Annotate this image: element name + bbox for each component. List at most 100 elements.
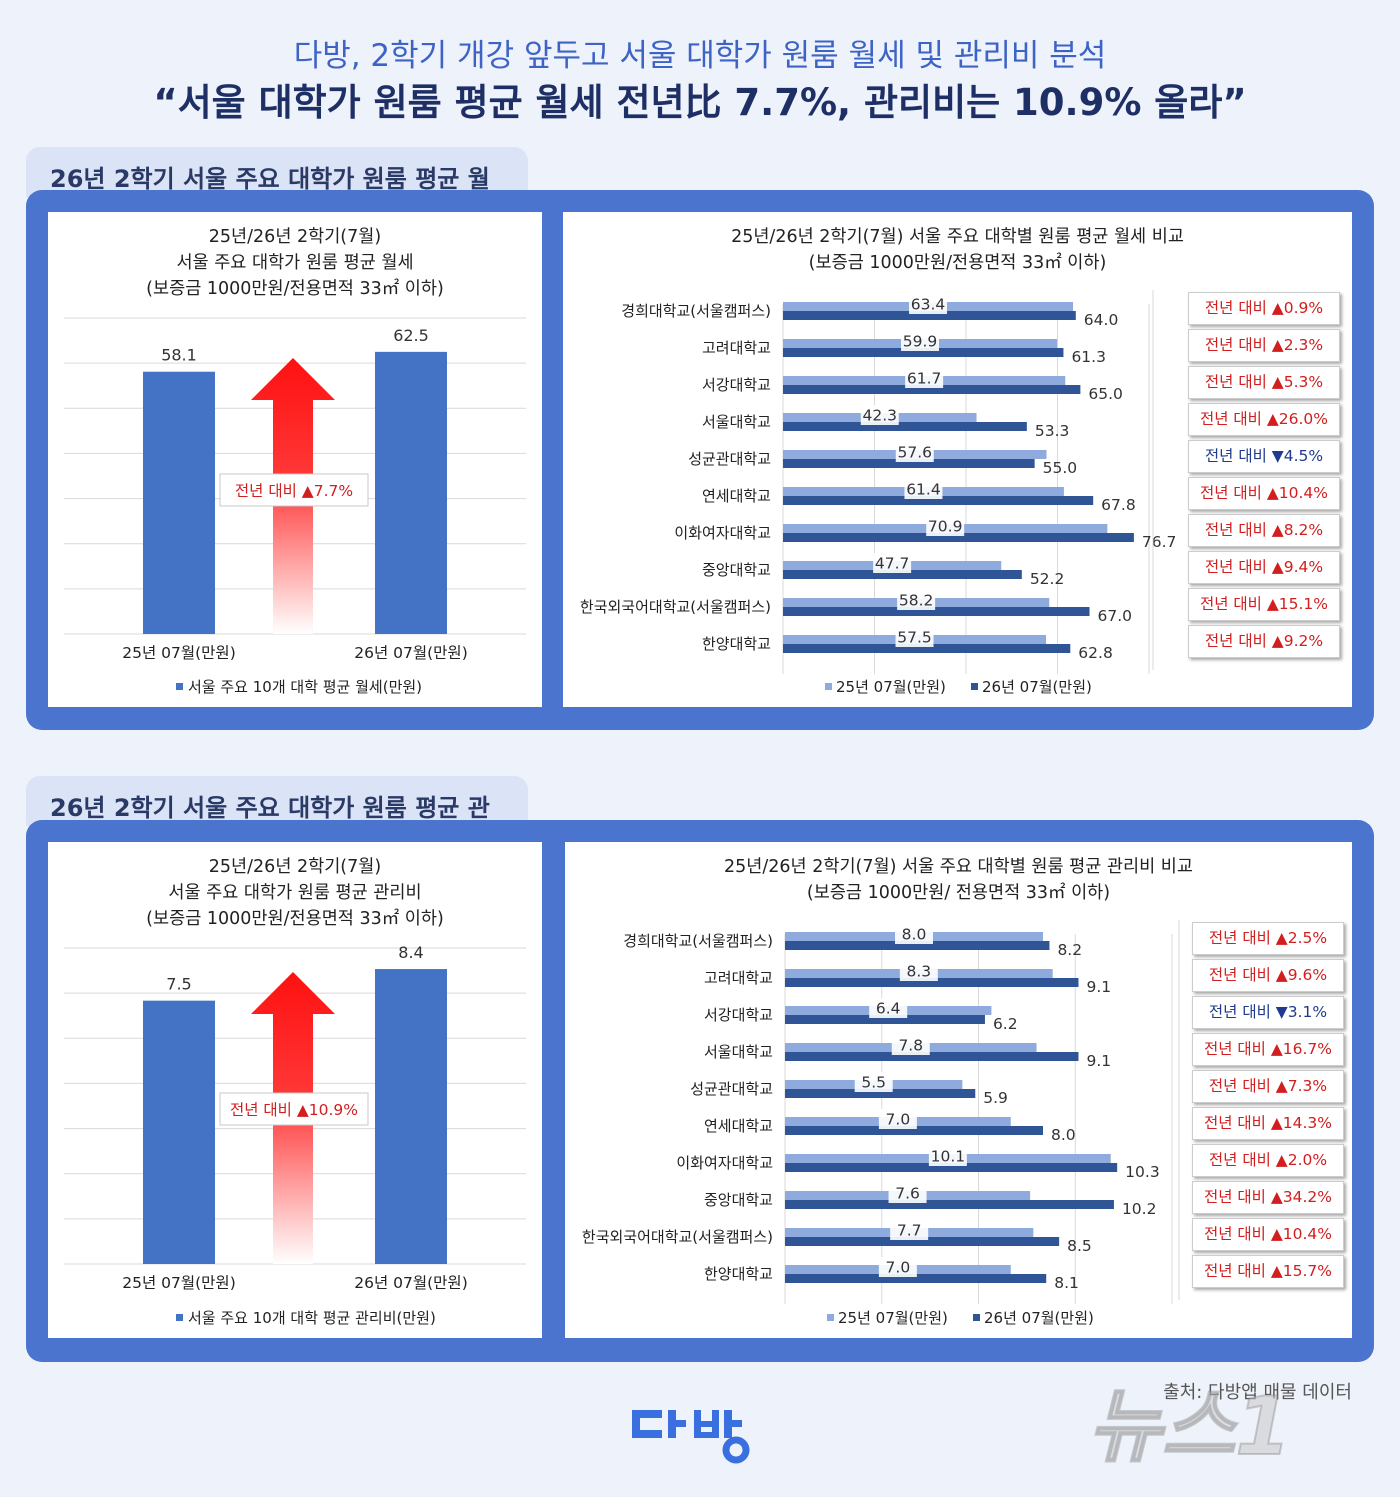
category-label: 26년 07월(만원) (354, 644, 468, 662)
university-label: 서강대학교 (702, 376, 771, 394)
university-label: 서울대학교 (704, 1043, 773, 1061)
value-label-bg (895, 442, 934, 462)
value-label-bg (869, 998, 908, 1018)
university-label: 연세대학교 (702, 487, 771, 505)
value-label-26: 76.7 (1142, 533, 1177, 551)
legend-label-26: 26년 07월(만원) (984, 1309, 1094, 1327)
value-label-25: 61.4 (906, 481, 941, 499)
fee-compare-card: 25년/26년 2학기(7월) 서울 주요 대학별 원룸 평균 관리비 비교 (… (565, 842, 1352, 1338)
value-label-26: 10.3 (1125, 1163, 1160, 1181)
bar-26 (783, 533, 1134, 542)
value-label-25: 7.0 (886, 1259, 911, 1277)
legend-swatch-26 (971, 683, 978, 690)
change-badge: 전년 대비 ▲15.7% (1192, 1255, 1344, 1288)
rent-compare-title: 25년/26년 2학기(7월) 서울 주요 대학별 원룸 평균 월세 비교 (보… (563, 224, 1352, 276)
value-label-25: 10.1 (931, 1148, 966, 1166)
value-label: 7.5 (166, 975, 191, 994)
watermark-text: 뉴스1 (1088, 1380, 1291, 1473)
university-label: 고려대학교 (702, 339, 771, 357)
change-badge: 전년 대비 ▲9.2% (1188, 625, 1340, 658)
university-label: 경희대학교(서울캠퍼스) (621, 302, 771, 320)
value-label-25: 58.2 (899, 592, 934, 610)
news1-watermark: 뉴스1 (1088, 1379, 1292, 1474)
value-label-bg (904, 479, 943, 499)
change-badge: 전년 대비 ▲34.2% (1192, 1181, 1344, 1214)
value-label-26: 52.2 (1030, 570, 1065, 588)
rent-summary-card: 25년/26년 2학기(7월) 서울 주요 대학가 원룸 평균 월세 (보증금 … (48, 212, 542, 707)
value-label-25: 7.6 (895, 1185, 920, 1203)
value-label-26: 6.2 (993, 1015, 1018, 1033)
value-label-25: 7.8 (898, 1037, 923, 1055)
change-badge: 전년 대비 ▲0.9% (1188, 292, 1340, 325)
value-label-25: 70.9 (928, 518, 963, 536)
rent-summary-title: 25년/26년 2학기(7월) 서울 주요 대학가 원룸 평균 월세 (보증금 … (48, 224, 542, 302)
value-label-25: 7.0 (886, 1111, 911, 1129)
bar-26 (785, 1274, 1047, 1283)
fee-summary-chart: 7.5 25년 07월(만원) 8.4 26년 07월(만원) 전년 대비 ▲10.9%… (64, 943, 526, 1327)
category-label: 26년 07월(만원) (354, 1274, 468, 1292)
change-label: 전년 대비 ▲7.7% (235, 482, 353, 500)
value-label-25: 57.6 (898, 444, 933, 462)
category-label: 25년 07월(만원) (122, 644, 236, 662)
fee-compare-chart: 경희대학교(서울캠퍼스) 8.0 8.2 고려대학교 8.3 9.1 서강대학교 6.4 6.2… (582, 920, 1180, 1327)
bar-26 (783, 311, 1076, 320)
title-line: 25년/26년 2학기(7월) 서울 주요 대학별 원룸 평균 월세 비교 (731, 227, 1184, 247)
value-label-26: 53.3 (1035, 422, 1070, 440)
change-badge: 전년 대비 ▲5.3% (1188, 366, 1340, 399)
title-line: 서울 주요 대학가 원룸 평균 관리비 (168, 883, 422, 903)
value-label: 62.5 (393, 326, 429, 345)
change-badge: 전년 대비 ▲10.4% (1192, 1218, 1344, 1251)
change-label: 전년 대비 ▲10.9% (230, 1101, 358, 1119)
value-label-26: 67.8 (1101, 496, 1136, 514)
section-tab-fee: 26년 2학기 서울 주요 대학가 원룸 평균 관리비 (26, 776, 528, 857)
title-line: 25년/26년 2학기(7월) (208, 857, 382, 877)
value-label-25: 42.3 (863, 407, 898, 425)
university-label: 연세대학교 (704, 1117, 773, 1135)
headline-subtitle: 다방, 2학기 개강 앞두고 서울 대학가 원룸 월세 및 관리비 분석 (293, 38, 1107, 74)
value-label-bg (878, 1109, 917, 1129)
legend-swatch-26 (973, 1314, 980, 1321)
change-badge: 전년 대비 ▼4.5% (1188, 440, 1340, 473)
value-label-26: 61.3 (1071, 348, 1106, 366)
change-badge: 전년 대비 ▲14.3% (1192, 1107, 1344, 1140)
value-label-26: 10.2 (1122, 1200, 1157, 1218)
value-label-bg (860, 405, 899, 425)
bar-26 (785, 1089, 976, 1098)
legend-label: 서울 주요 10개 대학 평균 관리비(만원) (188, 1309, 436, 1327)
change-badge: 전년 대비 ▲8.2% (1188, 514, 1340, 547)
value-label-26: 65.0 (1088, 385, 1123, 403)
value-label-26: 55.0 (1043, 459, 1078, 477)
bar-26 (783, 422, 1027, 431)
bar-26 (785, 1126, 1043, 1135)
university-label: 이화여자대학교 (676, 1154, 773, 1172)
title-line: (보증금 1000만원/전용면적 33㎡ 이하) (146, 909, 444, 929)
bar-26 (783, 607, 1090, 616)
value-label-26: 8.0 (1051, 1126, 1076, 1144)
headline-title: “서울 대학가 원룸 평균 월세 전년比 7.7%, 관리비는 10.9% 올라… (153, 81, 1247, 124)
source-note: 출처: 다방앱 매물 데이터 (1163, 1382, 1352, 1403)
value-label-26: 5.9 (983, 1089, 1008, 1107)
value-label-26: 9.1 (1086, 978, 1111, 996)
change-badge: 전년 대비 ▲16.7% (1192, 1033, 1344, 1066)
university-label: 한양대학교 (702, 635, 771, 653)
university-label: 중앙대학교 (702, 561, 771, 579)
value-label-bg (890, 1220, 929, 1240)
value-label-bg (905, 368, 944, 388)
university-label: 한양대학교 (704, 1265, 773, 1283)
value-label-bg (895, 627, 934, 647)
value-label-bg (854, 1072, 893, 1092)
value-label: 8.4 (398, 943, 423, 962)
bar-26 (785, 1163, 1118, 1172)
bar-26 (783, 570, 1022, 579)
value-label-25: 61.7 (907, 370, 942, 388)
university-label: 성균관대학교 (690, 1080, 773, 1098)
title-line: 서울 주요 대학가 원룸 평균 월세 (176, 253, 414, 273)
bar-26 (783, 385, 1081, 394)
title-line: 25년/26년 2학기(7월) 서울 주요 대학별 원룸 평균 관리비 비교 (724, 857, 1193, 877)
legend-swatch-25 (825, 683, 832, 690)
change-box (219, 1092, 369, 1126)
title-line: (보증금 1000만원/전용면적 33㎡ 이하) (146, 279, 444, 299)
university-label: 서울대학교 (702, 413, 771, 431)
value-label-26: 64.0 (1084, 311, 1119, 329)
value-label-26: 67.0 (1098, 607, 1133, 625)
